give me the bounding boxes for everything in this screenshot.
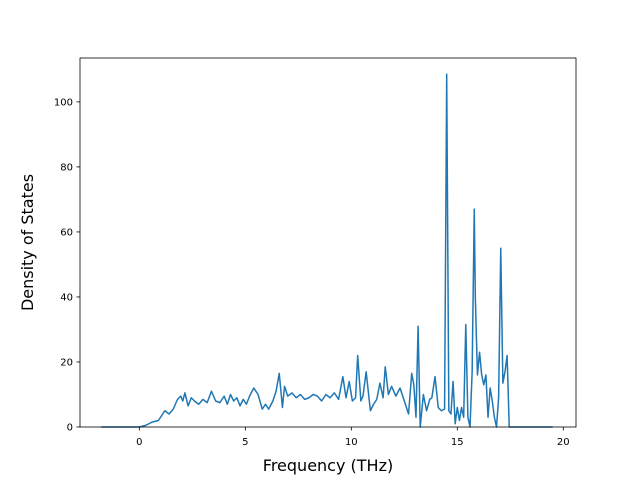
dos-series-line <box>101 73 553 428</box>
x-tick-label: 0 <box>136 437 142 448</box>
y-tick-label: 0 <box>67 423 73 434</box>
x-tick-label: 20 <box>557 437 570 448</box>
x-tick-label: 10 <box>345 437 358 448</box>
y-axis-label: Density of States <box>18 174 37 311</box>
y-tick-label: 40 <box>60 292 73 303</box>
x-axis-label: Frequency (THz) <box>263 456 393 475</box>
y-tick-label: 100 <box>54 97 73 108</box>
x-tick-label: 5 <box>242 437 248 448</box>
ticks-layer: 0 5 10 15 20 0 20 40 60 80 100 <box>54 97 570 448</box>
x-tick-label: 15 <box>451 437 464 448</box>
series-layer <box>101 73 553 428</box>
y-tick-label: 80 <box>60 162 73 173</box>
plot-frame <box>79 57 577 428</box>
y-tick-label: 60 <box>60 227 73 238</box>
y-tick-label: 20 <box>60 357 73 368</box>
